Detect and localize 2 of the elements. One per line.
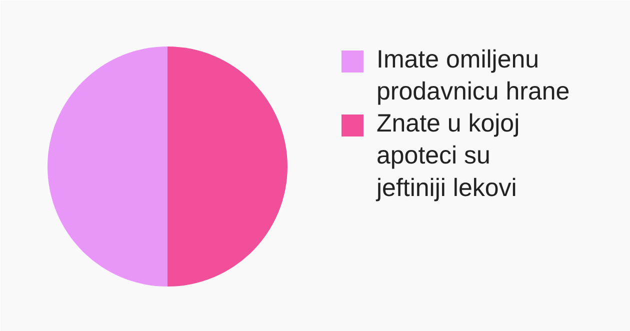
legend-label: Znate u kojoj apoteci su jeftiniji lekovi bbox=[376, 110, 520, 202]
legend-label: Imate omiljenu prodavnicu hrane bbox=[376, 46, 570, 106]
